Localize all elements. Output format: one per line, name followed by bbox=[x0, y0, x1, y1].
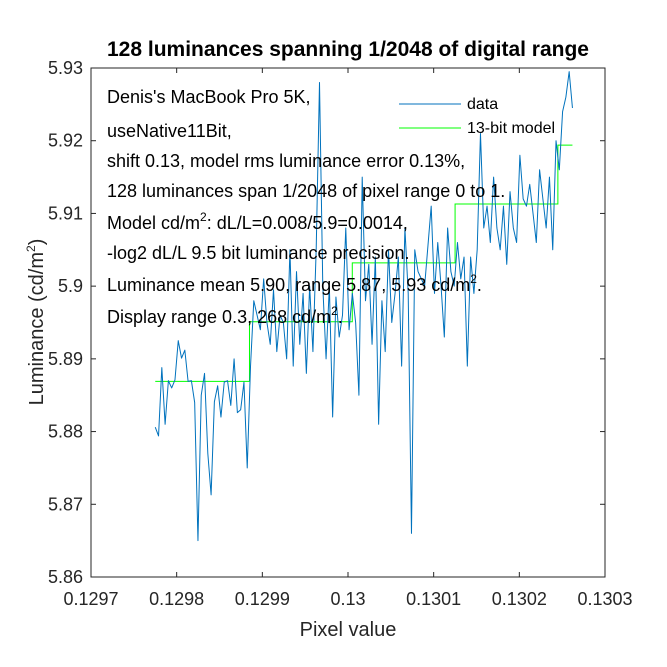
x-tick-label: 0.1297 bbox=[63, 589, 118, 609]
y-tick-label: 5.93 bbox=[48, 58, 83, 78]
axes-box bbox=[90, 67, 606, 578]
annotation-text: Denis's MacBook Pro 5K, useNative11Bit, … bbox=[107, 87, 505, 327]
x-tick-label: 0.1298 bbox=[149, 589, 204, 609]
annotation-line-5: Model cd/m2: dL/L=0.008/5.9=0.0014, bbox=[107, 210, 408, 233]
annotation-line-6: -log2 dL/L 9.5 bit luminance precision. bbox=[107, 243, 410, 263]
x-axis-label: Pixel value bbox=[300, 619, 397, 641]
chart-title: 128 luminances spanning 1/2048 of digita… bbox=[107, 38, 589, 61]
annotation-line-2: useNative11Bit, bbox=[107, 121, 232, 141]
x-tick-label: 0.13 bbox=[330, 589, 365, 609]
x-tick-label: 0.1299 bbox=[235, 589, 290, 609]
y-axis-label: Luminance (cd/m2) bbox=[24, 239, 48, 406]
series-data bbox=[154, 71, 573, 542]
x-tick-label: 0.1303 bbox=[577, 589, 632, 609]
y-tick-label: 5.87 bbox=[48, 494, 83, 514]
legend-label-model: 13-bit model bbox=[467, 120, 555, 137]
annotation-line-7: Luminance mean 5.90, range 5.87, 5.93 cd… bbox=[107, 272, 482, 295]
annotation-line-1: Denis's MacBook Pro 5K, bbox=[107, 87, 311, 107]
legend-label-data: data bbox=[467, 96, 498, 113]
annotation-line-3: shift 0.13, model rms luminance error 0.… bbox=[107, 151, 465, 171]
y-tick-label: 5.91 bbox=[48, 203, 83, 223]
y-tick-label: 5.88 bbox=[48, 422, 83, 442]
plot-area bbox=[90, 67, 606, 578]
x-tick-label: 0.1301 bbox=[406, 589, 461, 609]
y-tick-label: 5.9 bbox=[58, 276, 83, 296]
legend: data 13-bit model bbox=[399, 96, 555, 137]
annotation-line-8: Display range 0.3, 268 cd/m2. bbox=[107, 304, 343, 327]
y-tick-label: 5.86 bbox=[48, 567, 83, 587]
data-line bbox=[154, 71, 573, 542]
y-tick-label: 5.92 bbox=[48, 131, 83, 151]
annotation-line-4: 128 luminances span 1/2048 of pixel rang… bbox=[107, 181, 505, 201]
x-tick-label: 0.1302 bbox=[492, 589, 547, 609]
y-tick-label: 5.89 bbox=[48, 349, 83, 369]
x-axis-ticks: 0.1297 0.1298 0.1299 0.13 0.1301 0.1302 0.1303 bbox=[63, 68, 633, 609]
y-axis-ticks: 5.86 5.87 5.88 5.89 5.9 5.91 5.92 5.93 bbox=[48, 58, 605, 587]
